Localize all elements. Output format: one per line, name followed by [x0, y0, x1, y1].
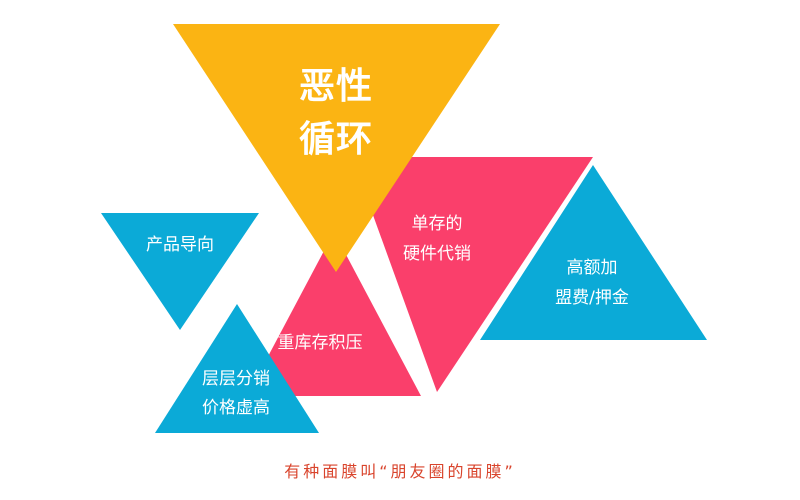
product-oriented-triangle: [101, 213, 259, 330]
main-label-line2: 循环: [299, 119, 373, 160]
single-stock-label-line2: 硬件代销: [403, 244, 471, 264]
heavy-inventory-triangle: [247, 232, 421, 396]
vicious-cycle-triangle: [173, 24, 500, 272]
multi-level-label-line2: 价格虚高: [202, 398, 270, 418]
product-oriented-label: 产品导向: [146, 235, 214, 255]
high-fee-triangle: [480, 165, 707, 340]
caption-text: 有种面膜叫“朋友圈的面膜”: [284, 462, 516, 481]
single-stock-label-line1: 单存的: [412, 214, 463, 234]
heavy-inventory-label: 重库存积压: [278, 333, 363, 353]
high-fee-label-line1: 高额加: [567, 258, 618, 278]
main-label-line1: 恶性: [299, 66, 373, 107]
multi-level-triangle: [155, 304, 319, 433]
high-fee-label-line2: 盟费/押金: [555, 288, 629, 308]
multi-level-label-line1: 层层分销: [202, 369, 270, 389]
single-stock-triangle: [352, 157, 593, 392]
